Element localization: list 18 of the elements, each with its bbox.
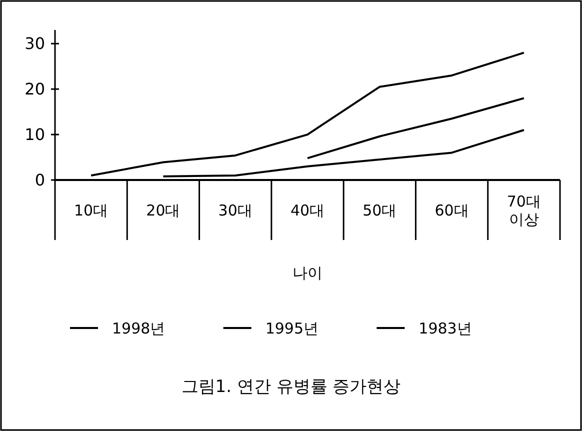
x-tick-label: 70대 이상 [506,192,541,228]
line-series [90,52,525,176]
x-tick-label: 40대 [290,201,325,220]
x-axis-title: 나이 [292,264,322,282]
legend-label: 1998년 [112,319,166,338]
legend-label: 1983년 [418,319,472,338]
text: 그림1. 연간 유병률 증가현상 [181,377,401,397]
y-tick-label: 0 [34,170,45,190]
y-tick-label: 20 [24,80,45,99]
x-tick-label: 60대 [434,201,469,220]
legend-label: 1995년 [265,319,319,338]
y-tick-label: 10 [24,125,45,144]
line-series [306,97,525,160]
x-tick-label: 50대 [362,201,397,220]
x-tick-label: 20대 [146,201,180,220]
x-tick-label: 30대 [218,201,252,220]
y-tick-label: 30 [24,34,45,54]
x-tick-label: 10대 [74,201,108,220]
